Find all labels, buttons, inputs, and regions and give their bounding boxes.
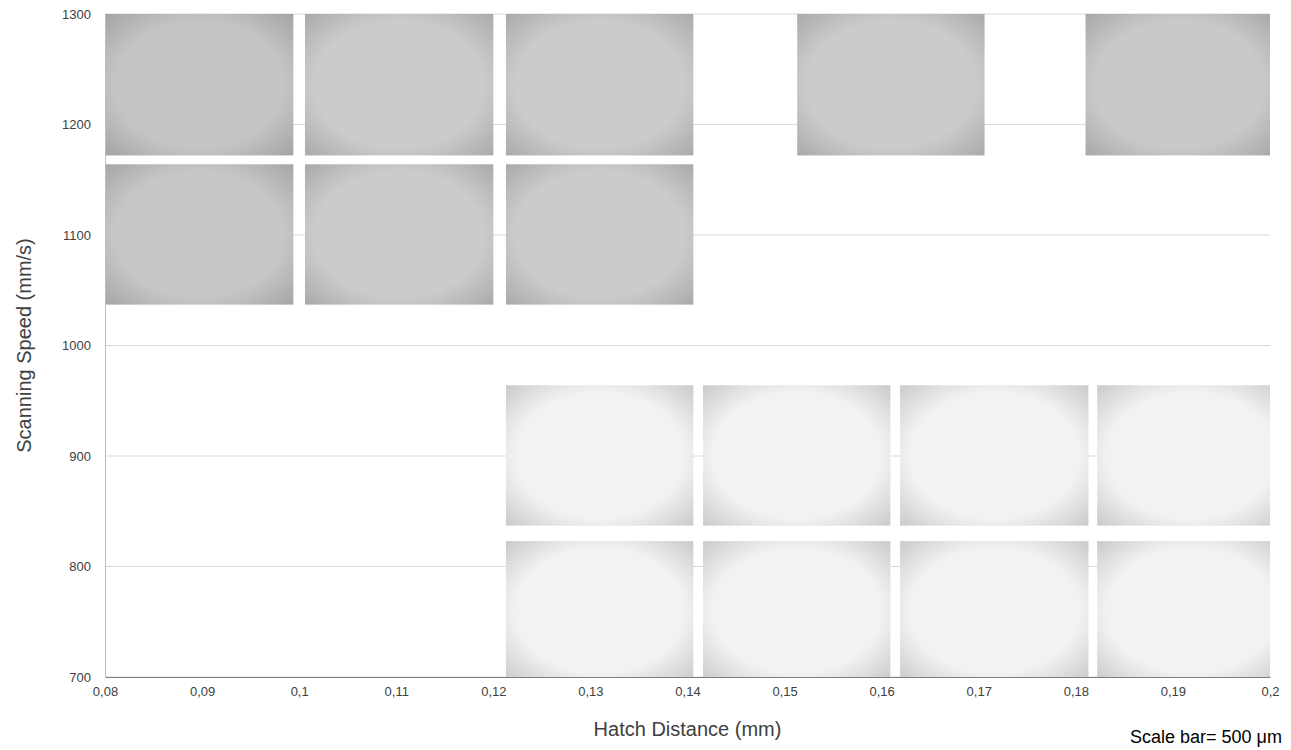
annotation: Scale bar= 500 μm	[1130, 727, 1282, 747]
x-tick: 0,08	[93, 677, 118, 699]
y-tick: 1100	[63, 228, 105, 243]
tile	[105, 14, 293, 155]
y-tick: 1300	[62, 7, 105, 22]
plot-area	[105, 14, 1270, 677]
tile	[305, 14, 493, 155]
x-tick: 0,17	[967, 677, 992, 699]
x-tick: 0,19	[1161, 677, 1186, 699]
x-tick-label: 0,15	[772, 684, 797, 699]
tile	[900, 541, 1088, 677]
tile	[506, 164, 693, 304]
y-tick-label: 700	[69, 670, 91, 685]
tile	[506, 14, 693, 155]
x-tick: 0,16	[870, 677, 895, 699]
x-axis-title: Hatch Distance (mm)	[594, 718, 782, 740]
x-tick: 0,14	[675, 677, 700, 699]
x-tick: 0,15	[772, 677, 797, 699]
y-tick: 700	[69, 670, 105, 685]
x-tick: 0,13	[578, 677, 603, 699]
x-tick-label: 0,2	[1261, 684, 1279, 699]
tile	[703, 385, 890, 525]
x-tick-label: 0,16	[870, 684, 895, 699]
y-tick-label: 1300	[62, 7, 91, 22]
tile	[900, 385, 1088, 525]
y-tick-label: 800	[69, 559, 91, 574]
y-tick: 1000	[62, 338, 105, 353]
x-tick: 0,11	[385, 677, 409, 699]
tile	[797, 14, 984, 155]
x-tick: 0,18	[1064, 677, 1089, 699]
y-tick-label: 1100	[63, 228, 91, 243]
y-axis-line	[105, 15, 106, 678]
x-tick-label: 0,13	[578, 684, 603, 699]
tile	[1097, 541, 1270, 677]
x-tick-label: 0,1	[291, 684, 309, 699]
tile	[105, 164, 293, 304]
x-tick: 0,12	[481, 677, 506, 699]
x-tick-label: 0,09	[190, 684, 215, 699]
x-tick-label: 0,14	[675, 684, 700, 699]
x-tick-label: 0,11	[385, 684, 409, 699]
x-tick-label: 0,12	[481, 684, 506, 699]
y-tick-label: 1200	[62, 117, 91, 132]
tile	[506, 385, 693, 525]
x-tick-label: 0,17	[967, 684, 992, 699]
y-tick-label: 900	[69, 449, 91, 464]
chart: 0,08 0,09 0,1 0,11 0,12 0,13 0,14 0,15 0,16 0,17 0…	[0, 0, 1291, 750]
grid-line	[105, 345, 1270, 346]
y-axis: 700 800 900 1000 1100 1200 1300	[62, 7, 105, 685]
x-tick-label: 0,19	[1161, 684, 1186, 699]
tile	[1086, 14, 1270, 155]
x-tick-label: 0,18	[1064, 684, 1089, 699]
tile	[305, 164, 493, 304]
x-tick-label: 0,08	[93, 684, 118, 699]
x-tick: 0,09	[190, 677, 215, 699]
x-axis: 0,08 0,09 0,1 0,11 0,12 0,13 0,14 0,15 0,16 0,17 0…	[93, 677, 1280, 699]
x-tick: 0,1	[291, 677, 309, 699]
tile	[1097, 385, 1270, 525]
y-tick: 800	[69, 559, 105, 574]
x-axis-line	[106, 677, 1271, 678]
tile	[703, 541, 890, 677]
tile	[506, 541, 693, 677]
y-tick-label: 1000	[62, 338, 91, 353]
y-tick: 1200	[62, 117, 105, 132]
y-tick: 900	[69, 449, 105, 464]
x-tick: 0,2	[1261, 677, 1279, 699]
y-axis-title: Scanning Speed (mm/s)	[13, 238, 35, 453]
